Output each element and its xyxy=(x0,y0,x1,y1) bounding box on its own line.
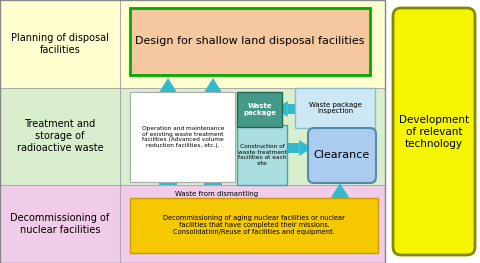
Bar xyxy=(252,113,264,128)
Text: Development
of relevant
technology: Development of relevant technology xyxy=(399,115,469,149)
Text: Planning of disposal
facilities: Planning of disposal facilities xyxy=(11,33,109,55)
FancyBboxPatch shape xyxy=(393,8,475,255)
Bar xyxy=(0,0,385,88)
Bar xyxy=(280,143,299,153)
Polygon shape xyxy=(275,101,288,117)
Bar xyxy=(334,199,346,245)
Polygon shape xyxy=(153,78,183,102)
Text: Waste package
inspection: Waste package inspection xyxy=(309,102,361,114)
Bar xyxy=(204,102,222,185)
Polygon shape xyxy=(248,97,268,113)
Text: Clearance: Clearance xyxy=(314,150,370,160)
Text: Decommissioning of
nuclear facilities: Decommissioning of nuclear facilities xyxy=(11,213,109,235)
Text: Construction of
waste treatment
facilities at each
site: Construction of waste treatment faciliti… xyxy=(238,144,287,166)
Bar xyxy=(0,88,385,185)
Bar xyxy=(130,92,235,182)
Bar xyxy=(288,104,297,114)
Bar xyxy=(237,92,282,127)
Bar xyxy=(237,125,287,185)
Text: Decommissioning of aging nuclear facilities or nuclear
facilities that have comp: Decommissioning of aging nuclear facilit… xyxy=(163,215,345,235)
Bar xyxy=(159,102,177,185)
Bar xyxy=(130,8,370,75)
Text: Operation and maintenance
of existing waste treatment
facilities (Advanced volum: Operation and maintenance of existing wa… xyxy=(142,126,224,148)
Text: Treatment and
storage of
radioactive waste: Treatment and storage of radioactive was… xyxy=(17,119,103,153)
Polygon shape xyxy=(330,183,350,199)
Bar xyxy=(0,185,385,263)
Bar xyxy=(295,88,375,128)
Text: Waste from dismantling: Waste from dismantling xyxy=(175,191,258,197)
Polygon shape xyxy=(299,140,312,156)
FancyBboxPatch shape xyxy=(308,128,376,183)
Text: Waste
package: Waste package xyxy=(243,103,276,115)
Bar xyxy=(0,0,385,263)
Bar xyxy=(130,198,378,253)
Polygon shape xyxy=(198,78,228,102)
Text: Design for shallow land disposal facilities: Design for shallow land disposal facilit… xyxy=(135,36,365,46)
